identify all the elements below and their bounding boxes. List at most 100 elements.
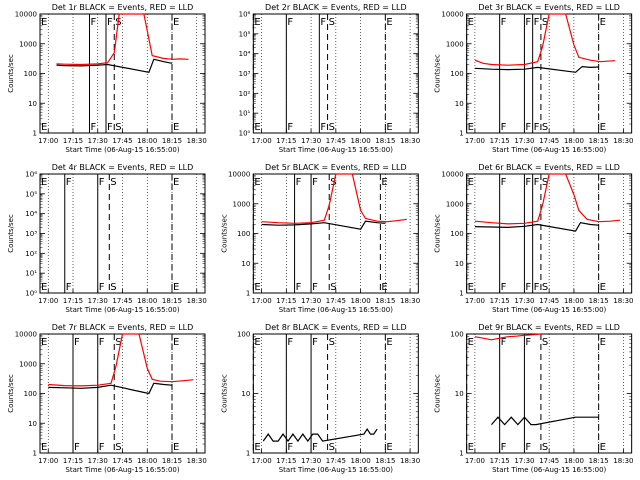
event-marker-label: S <box>330 282 336 293</box>
series-line-lld <box>56 13 189 66</box>
x-tick-label: 18:30 <box>613 297 633 305</box>
event-marker-label: E <box>468 442 474 453</box>
y-tick-label: 10⁰ <box>239 130 251 138</box>
x-tick-label: 17:45 <box>326 457 346 465</box>
y-tick-label: 10000 <box>228 171 250 179</box>
x-tick-label: 18:30 <box>613 457 633 465</box>
x-tick-label: 18:30 <box>187 137 207 145</box>
event-marker-label: E <box>254 442 260 453</box>
plot-frame <box>252 173 419 294</box>
x-tick-label: 17:30 <box>514 137 534 145</box>
event-marker-label: F <box>107 122 113 133</box>
event-marker-label: F <box>312 337 318 348</box>
event-marker-label: E <box>254 17 260 28</box>
event-marker-label: S <box>329 17 335 28</box>
plot-frame <box>252 13 419 134</box>
event-marker-label: E <box>468 177 474 188</box>
x-tick-label: 18:15 <box>589 137 609 145</box>
x-axis-label: Start Time (06-Aug-15 16:55:00) <box>65 146 179 154</box>
y-tick-label: 10⁰ <box>25 290 37 298</box>
series-line-lld <box>474 333 542 341</box>
y-tick-label: 1 <box>246 290 250 298</box>
event-marker-label: F <box>287 442 293 453</box>
event-marker-label: F <box>296 177 302 188</box>
x-tick-label: 18:15 <box>162 457 182 465</box>
detector-panel: Det 9r BLACK = Events, RED = LLD 17:00 17:… <box>434 323 634 474</box>
y-tick-label: 100 <box>450 70 463 78</box>
event-marker-label: S <box>542 177 548 188</box>
panel-title: Det 3r BLACK = Events, RED = LLD <box>478 3 620 12</box>
panel-title: Det 4r BLACK = Events, RED = LLD <box>52 163 194 172</box>
series-line-lld <box>48 333 194 387</box>
detector-panel: Det 2r BLACK = Events, RED = LLD 17:00 17:… <box>239 3 421 154</box>
series-line-events <box>261 220 386 230</box>
event-marker-label: E <box>600 282 606 293</box>
event-marker-label: F <box>312 282 318 293</box>
x-tick-label: 17:30 <box>88 297 108 305</box>
event-marker-label: F <box>287 337 293 348</box>
y-tick-label: 1 <box>459 450 463 458</box>
detector-panel: Det 4r BLACK = Events, RED = LLD 17:00 17:… <box>7 163 207 314</box>
event-marker-label: F <box>501 177 507 188</box>
event-marker-label: F <box>66 282 72 293</box>
y-tick-label: 100 <box>450 331 463 339</box>
detector-panel: Det 3r BLACK = Events, RED = LLD 17:00 17:… <box>434 3 634 154</box>
event-marker-label: E <box>173 337 179 348</box>
x-axis-label: Start Time (06-Aug-15 16:55:00) <box>65 466 179 474</box>
event-marker-label: F <box>501 282 507 293</box>
event-marker-label: E <box>41 177 47 188</box>
series-line-events <box>491 416 599 426</box>
y-tick-label: 10³ <box>25 230 37 238</box>
panel-title: Det 8r BLACK = Events, RED = LLD <box>265 323 407 332</box>
y-axis-label: Counts/sec <box>434 214 442 253</box>
event-marker-label: S <box>542 17 548 28</box>
series-line-lld <box>474 173 621 225</box>
event-marker-label: F <box>296 282 302 293</box>
event-marker-label: F <box>525 282 531 293</box>
x-tick-label: 18:30 <box>400 457 420 465</box>
y-tick-label: 100 <box>237 230 250 238</box>
event-marker-label: S <box>110 282 116 293</box>
y-tick-label: 1000 <box>19 360 37 368</box>
event-marker-label: S <box>115 442 121 453</box>
x-tick-label: 18:15 <box>375 457 395 465</box>
event-marker-label: F <box>99 442 105 453</box>
event-marker-label: E <box>173 282 179 293</box>
y-tick-label: 10⁴ <box>25 210 37 218</box>
event-marker-label: F <box>320 17 326 28</box>
panel-title: Det 1r BLACK = Events, RED = LLD <box>52 3 194 12</box>
plot-frame <box>39 13 206 134</box>
x-tick-label: 18:00 <box>350 457 370 465</box>
x-tick-label: 18:30 <box>400 137 420 145</box>
x-tick-label: 18:00 <box>564 137 584 145</box>
panel-title: Det 7r BLACK = Events, RED = LLD <box>52 323 194 332</box>
x-tick-label: 17:00 <box>465 137 485 145</box>
event-marker-label: F <box>91 17 97 28</box>
x-tick-label: 17:15 <box>490 137 510 145</box>
event-marker-label: F <box>107 17 113 28</box>
event-marker-label: E <box>386 442 392 453</box>
event-marker-label: F <box>501 17 507 28</box>
event-marker-label: E <box>41 337 47 348</box>
detector-panel: Det 7r BLACK = Events, RED = LLD 17:00 17:… <box>7 323 207 474</box>
y-tick-label: 1000 <box>446 40 464 48</box>
x-tick-label: 18:30 <box>400 297 420 305</box>
event-marker-label: S <box>330 177 336 188</box>
event-marker-label: S <box>542 337 548 348</box>
series-line-events <box>48 382 173 395</box>
y-tick-label: 10 <box>455 260 464 268</box>
y-tick-label: 1000 <box>19 40 37 48</box>
x-tick-label: 18:00 <box>137 297 157 305</box>
event-marker-label: E <box>254 122 260 133</box>
x-axis-label: Start Time (06-Aug-15 16:55:00) <box>65 306 179 314</box>
x-tick-label: 17:15 <box>490 457 510 465</box>
event-marker-label: F <box>501 442 507 453</box>
y-tick-label: 1 <box>459 130 463 138</box>
x-tick-label: 18:00 <box>564 297 584 305</box>
event-marker-label: E <box>386 122 392 133</box>
y-tick-label: 100 <box>24 390 37 398</box>
x-tick-label: 17:45 <box>326 297 346 305</box>
y-axis-label: Counts/sec <box>7 374 15 413</box>
x-tick-label: 17:30 <box>514 297 534 305</box>
y-tick-label: 10¹ <box>239 110 251 118</box>
